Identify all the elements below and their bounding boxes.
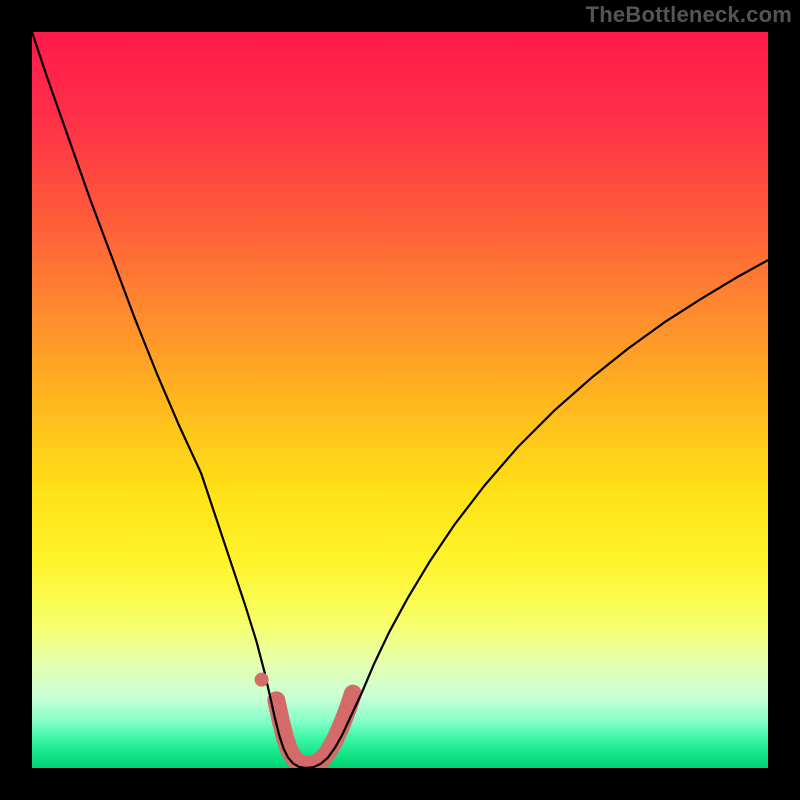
- u-highlight: [276, 694, 353, 765]
- plot-area: [32, 32, 768, 768]
- watermark-text: TheBottleneck.com: [586, 2, 792, 28]
- chart-frame: TheBottleneck.com: [0, 0, 800, 800]
- chart-overlay: [32, 32, 768, 768]
- bottleneck-curve: [32, 32, 768, 768]
- marker-point: [255, 673, 269, 687]
